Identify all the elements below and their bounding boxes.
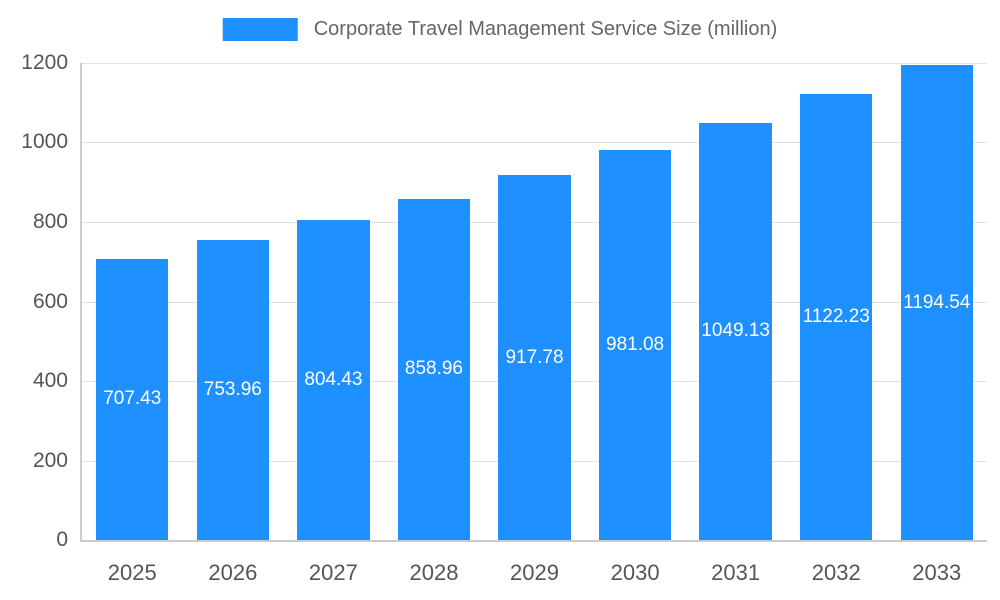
x-tick-label: 2026 — [208, 560, 258, 585]
bar: 1122.23 — [800, 93, 873, 540]
y-tick-label: 800 — [32, 209, 68, 233]
x-tick-label: 2030 — [610, 560, 660, 585]
legend: Corporate Travel Management Service Size… — [222, 18, 778, 41]
bar: 707.43 — [96, 258, 169, 540]
bar-slot: 707.43 — [82, 63, 183, 540]
bar: 981.08 — [598, 150, 672, 540]
y-tick-label: 1000 — [21, 130, 68, 154]
bar-slot: 1122.23 — [786, 63, 887, 540]
legend-swatch — [222, 18, 298, 41]
legend-label: Corporate Travel Management Service Size… — [313, 18, 778, 40]
bar-value-label: 858.96 — [404, 358, 464, 380]
bar: 753.96 — [196, 240, 270, 540]
bar: 858.96 — [397, 198, 471, 540]
x-tick-label: 2027 — [308, 560, 358, 585]
bar: 804.43 — [297, 220, 370, 540]
bar-slot: 981.08 — [585, 63, 686, 540]
y-tick-label: 200 — [32, 448, 68, 472]
bar: 1194.54 — [900, 65, 973, 540]
bar-slot: 1194.54 — [887, 63, 988, 540]
x-tick-label: 2032 — [811, 560, 861, 585]
x-tick-label: 2028 — [409, 560, 459, 585]
bar-value-label: 1049.13 — [701, 320, 770, 342]
y-tick-label: 0 — [56, 528, 68, 551]
bar: 1049.13 — [699, 122, 772, 540]
x-tick-label: 2031 — [711, 560, 761, 585]
y-tick-label: 400 — [32, 368, 68, 392]
x-axis-labels: 2025 2026 2027 2028 2029 2030 2031 2032 2033 — [82, 540, 987, 586]
bar-value-label: 707.43 — [103, 388, 162, 410]
bar-value-label: 804.43 — [304, 369, 363, 391]
gridline — [82, 142, 987, 144]
bar-slot: 858.96 — [384, 63, 485, 540]
bar: 917.78 — [498, 175, 571, 540]
bars-container: 707.43 753.96 804.43 858.96 917.78 981.08 1049… — [82, 63, 987, 540]
bar-value-label: 753.96 — [203, 379, 262, 401]
x-tick-label: 2029 — [510, 560, 559, 585]
bar-value-label: 1122.23 — [802, 305, 870, 327]
gridline — [82, 63, 987, 64]
x-tick-label: 2033 — [912, 560, 962, 585]
y-tick-label: 600 — [32, 289, 68, 313]
bar-slot: 753.96 — [183, 63, 284, 540]
y-tick-label: 1200 — [21, 51, 68, 74]
plot-area: 0 200 400 600 800 1000 1200 707.43 753.96 804.43… — [21, 51, 987, 585]
bar-slot: 917.78 — [484, 63, 585, 540]
bar-slot: 1049.13 — [685, 63, 786, 540]
bar-slot: 804.43 — [283, 63, 384, 540]
bar-value-label: 917.78 — [505, 346, 564, 368]
x-tick-label: 2025 — [107, 560, 157, 585]
bar-value-label: 1194.54 — [903, 291, 971, 313]
bar-value-label: 981.08 — [606, 334, 665, 356]
